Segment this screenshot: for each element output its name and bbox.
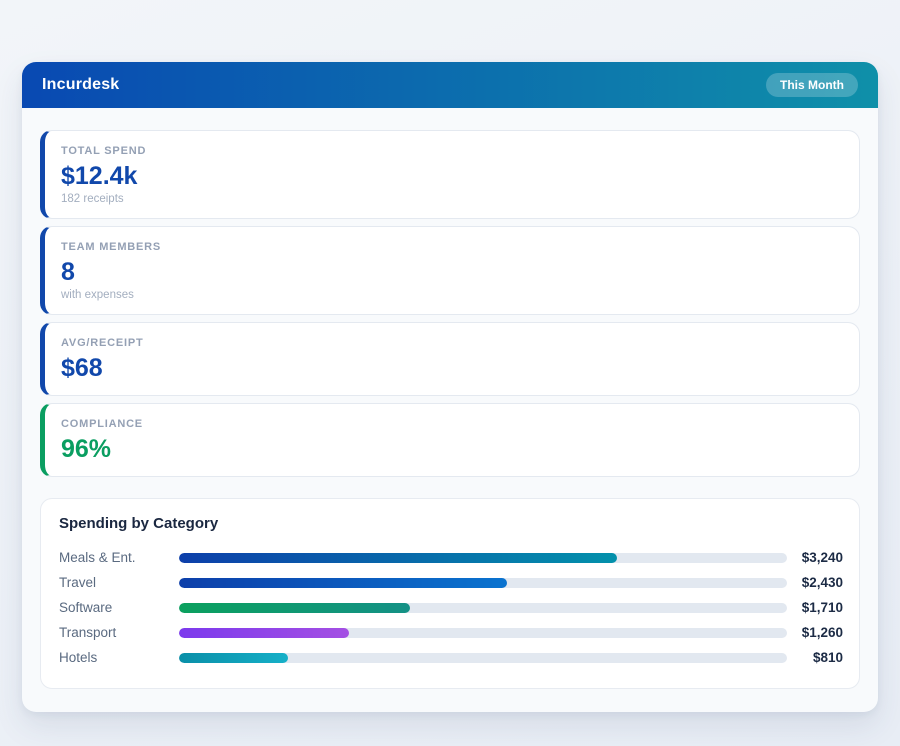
bar-track [179,627,787,638]
bar-fill [179,652,289,663]
app-header: Incurdesk This Month [22,62,878,108]
stat-sub: 182 receipts [61,193,124,205]
app-title: Incurdesk [42,76,120,93]
category-label: Transport [59,625,117,640]
stat-value: 96% [61,435,112,463]
bar-track [179,602,787,613]
bar-fill [179,577,508,588]
dashboard-content: TOTAL SPEND $12.4k 182 receipts TEAM MEM… [22,108,878,712]
bar-track [179,577,787,588]
stat-card: TOTAL SPEND $12.4k 182 receipts [40,130,860,219]
stat-value: $12.4k [61,162,138,190]
category-value: $1,260 [801,625,843,640]
stat-card: TEAM MEMBERS 8 with expenses [40,226,860,315]
category-value: $3,240 [801,550,843,565]
stat-label: TEAM MEMBERS [61,241,162,253]
bar-fill [179,602,411,613]
bar-track [179,552,787,563]
chart-row: Meals & Ent. $3,240 [59,545,843,570]
category-value: $1,710 [801,600,843,615]
category-label: Meals & Ent. [59,550,136,565]
stats-section: TOTAL SPEND $12.4k 182 receipts TEAM MEM… [40,130,860,477]
stat-value: 8 [61,258,75,286]
chart-row: Travel $2,430 [59,570,843,595]
category-label: Software [59,600,113,615]
stat-label: AVG/RECEIPT [61,337,144,349]
category-value: $810 [812,650,843,665]
stat-value: $68 [61,354,103,382]
chart-row: Transport $1,260 [59,620,843,645]
stat-label: TOTAL SPEND [61,145,147,157]
bar-fill [179,552,617,563]
stat-card: COMPLIANCE 96% [40,403,860,477]
category-label: Travel [59,575,97,590]
category-value: $2,430 [801,575,843,590]
category-label: Hotels [59,650,98,665]
stat-sub: with expenses [61,289,134,301]
bar-fill [179,627,350,638]
chart-card: Spending by Category Meals & Ent. $3,240… [40,498,860,689]
dashboard-card: Incurdesk This Month TOTAL SPEND $12.4k … [22,62,878,712]
stat-label: COMPLIANCE [61,418,143,430]
stat-card: AVG/RECEIPT $68 [40,322,860,396]
period-badge[interactable]: This Month [766,73,858,97]
chart-title: Spending by Category [59,515,219,532]
chart-row: Hotels $810 [59,645,843,670]
chart-rows: Meals & Ent. $3,240 Travel $2,430 Softwa… [59,545,843,670]
chart-row: Software $1,710 [59,595,843,620]
bar-track [179,652,787,663]
